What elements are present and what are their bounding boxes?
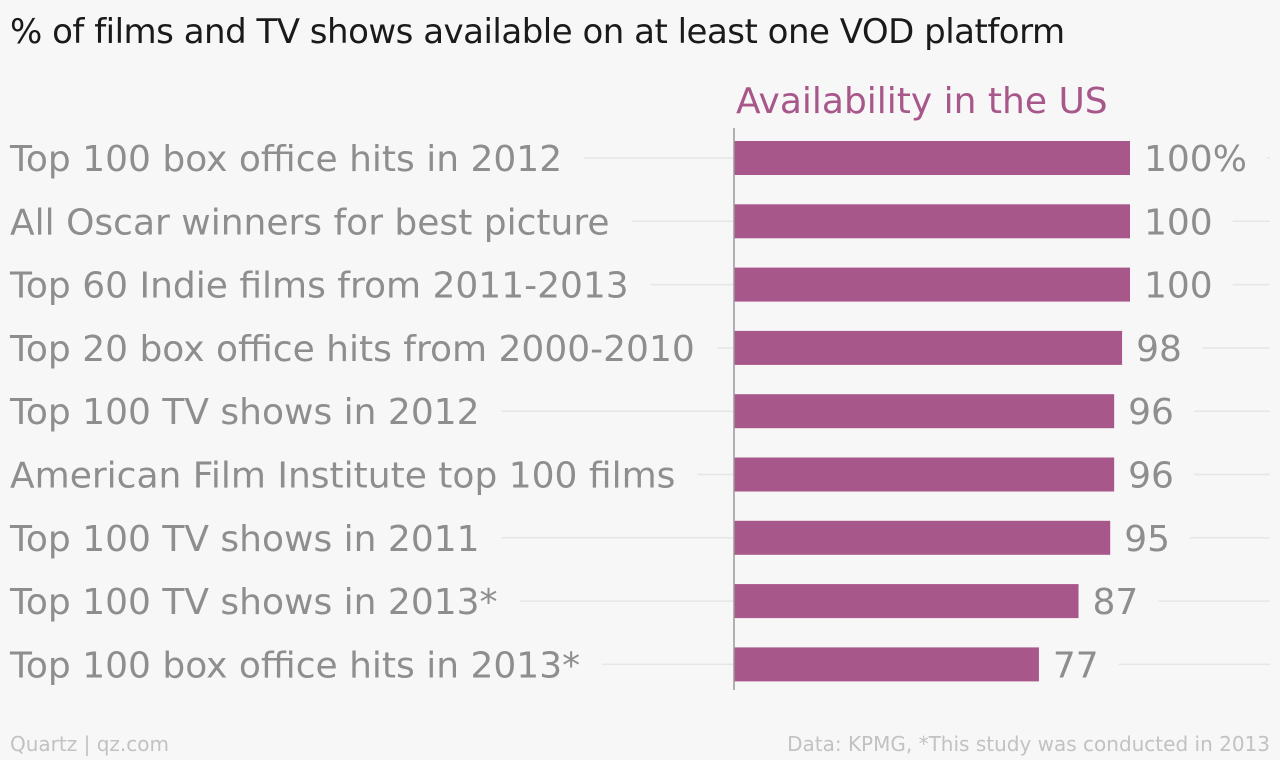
value-label: 100 [1144,266,1213,307]
value-label: 95 [1124,519,1170,560]
bar [734,267,1130,302]
footer-credit: Quartz | qz.com [10,732,169,756]
value-label: 98 [1136,329,1182,370]
category-label: Top 100 box office hits in 2012 [9,139,562,180]
category-labels: Top 100 box office hits in 2012 All Oscar… [9,139,695,686]
value-label: 96 [1128,456,1174,497]
category-label: Top 100 TV shows in 2012 [9,392,480,433]
value-label: 100% [1144,139,1247,180]
bar [734,204,1130,239]
bar [734,520,1111,555]
value-label: 96 [1128,392,1174,433]
category-label: Top 100 TV shows in 2013* [9,582,498,623]
category-label: Top 60 Indie films from 2011-2013 [9,266,629,307]
value-labels: 100% 100 100 98 96 96 95 87 77 [1053,139,1247,686]
category-label: Top 100 TV shows in 2011 [9,519,480,560]
category-label: Top 20 box office hits from 2000-2010 [9,329,695,370]
bar [734,647,1039,682]
category-label: All Oscar winners for best picture [10,202,609,243]
footer-source: Data: KPMG, *This study was conducted in… [787,732,1270,756]
value-label: 87 [1093,582,1139,623]
bar [734,330,1123,365]
gridlines [501,157,1270,666]
bars [734,141,1130,682]
series-title: Availability in the US [736,81,1108,122]
category-label: American Film Institute top 100 films [10,456,675,497]
bar [734,394,1115,429]
bar [734,457,1115,492]
bar [734,584,1079,619]
bar [734,141,1130,175]
category-label: Top 100 box office hits in 2013* [9,645,580,686]
chart-title: % of films and TV shows available on at … [10,12,1065,52]
value-label: 100 [1144,202,1213,243]
value-label: 77 [1053,645,1099,686]
